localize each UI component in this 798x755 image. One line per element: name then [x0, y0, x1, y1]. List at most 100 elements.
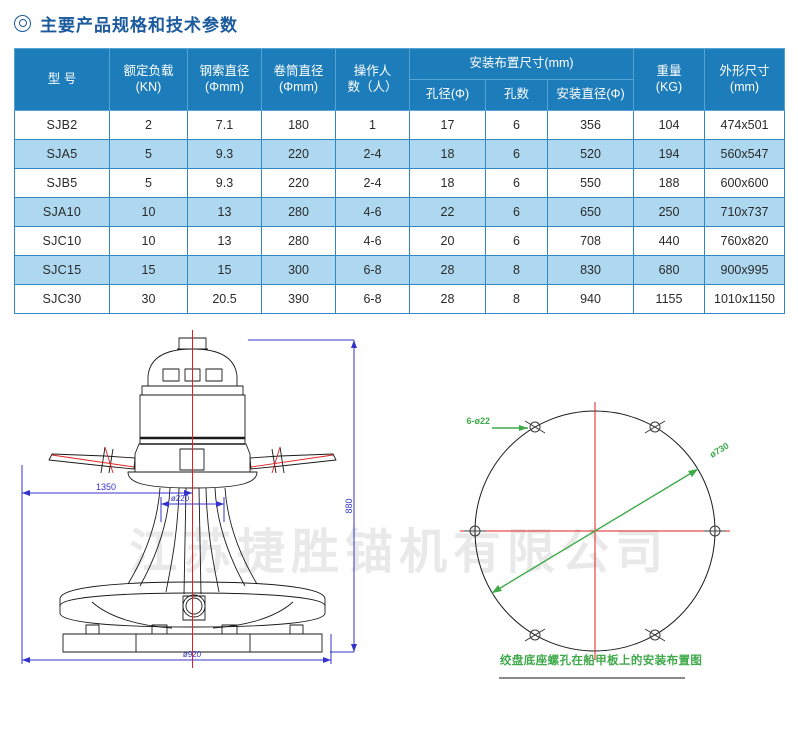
cell-mount-dia: 356	[547, 110, 634, 140]
col-header-operators-unit: 数（人）	[347, 79, 398, 94]
cell-model: SJB5	[14, 168, 110, 198]
deck-layout-title-rule	[499, 677, 685, 679]
col-header-rope-dia: 钢索直径 (Φmm)	[187, 48, 262, 111]
section-heading: 主要产品规格和技术参数	[14, 8, 238, 38]
col-header-rated-load-text: 额定负载	[123, 63, 174, 78]
header-row-top: 型 号 额定负载 (KN) 钢索直径 (Φmm) 卷筒直径 (Φmm) 操作	[14, 48, 785, 111]
cell-overall: 600x600	[704, 168, 785, 198]
winch-column-l1	[127, 487, 161, 585]
cell-operators: 6-8	[335, 284, 410, 314]
double-circle-icon	[14, 14, 31, 32]
cell-mount-dia: 520	[547, 139, 634, 169]
winch-column-r1	[224, 487, 258, 585]
deck-diameter-label: ø730	[708, 441, 731, 460]
cell-rope-dia: 9.3	[187, 168, 262, 198]
cell-model: SJC10	[14, 226, 110, 256]
col-header-weight-unit: (KG)	[655, 79, 683, 94]
winch-window-left	[162, 368, 180, 382]
cell-rated-load: 15	[109, 255, 188, 285]
cell-hole-dia: 28	[409, 255, 486, 285]
cell-model: SJC30	[14, 284, 110, 314]
col-header-operators: 操作人 数（人）	[335, 48, 410, 111]
cell-drum-dia: 220	[261, 168, 336, 198]
cell-overall: 560x547	[704, 139, 785, 169]
cell-hole-count: 6	[485, 110, 548, 140]
cell-rated-load: 10	[109, 226, 188, 256]
cell-drum-dia: 280	[261, 226, 336, 256]
winch-handle-right	[249, 453, 337, 470]
cell-operators: 6-8	[335, 255, 410, 285]
col-header-drum-dia: 卷筒直径 (Φmm)	[261, 48, 336, 111]
winch-column-r4	[198, 487, 202, 595]
cell-mount-dia: 830	[547, 255, 634, 285]
cell-hole-count: 6	[485, 197, 548, 227]
winch-window-right	[205, 368, 223, 382]
header-row-sub: 孔径(Φ) 孔数 安装直径(Φ)	[15, 79, 785, 111]
winch-rib-left	[91, 601, 173, 629]
cell-mount-dia: 940	[547, 284, 634, 314]
col-header-rated-load-unit: (KN)	[135, 79, 162, 94]
col-header-rated-load: 额定负载 (KN)	[109, 48, 188, 111]
cell-overall: 900x995	[704, 255, 785, 285]
winch-bolt-1	[85, 624, 100, 635]
cell-hole-dia: 18	[409, 139, 486, 169]
deck-bolt-holes	[464, 420, 726, 642]
cell-rope-dia: 13	[187, 226, 262, 256]
col-header-weight-text: 重量	[656, 63, 682, 78]
cell-weight: 440	[633, 226, 705, 256]
cell-overall: 710x737	[704, 197, 785, 227]
dimension-lines	[21, 339, 357, 664]
cell-weight: 194	[633, 139, 705, 169]
winch-hub-circle-outer	[182, 594, 206, 618]
spec-table-container: 型 号 额定负载 (KN) 钢索直径 (Φmm) 卷筒直径 (Φmm) 操作	[14, 48, 785, 314]
cell-operators: 4-6	[335, 197, 410, 227]
cell-drum-dia: 180	[261, 110, 336, 140]
table-header: 型 号 额定负载 (KN) 钢索直径 (Φmm) 卷筒直径 (Φmm) 操作	[14, 48, 785, 111]
cell-rope-dia: 9.3	[187, 139, 262, 169]
cell-model: SJA5	[14, 139, 110, 169]
col-header-operators-text: 操作人	[353, 63, 392, 78]
table-row: SJA5 5 9.3 220 2-4 18 6 520 194 560x547	[14, 139, 785, 169]
dim-label-height: 880	[344, 498, 354, 513]
winch-handle-red-detail	[51, 446, 334, 474]
cell-overall: 1010x1150	[704, 284, 785, 314]
cell-hole-dia: 28	[409, 284, 486, 314]
deck-diameter-dim	[491, 468, 699, 594]
col-header-weight: 重量 (KG)	[633, 48, 705, 111]
cell-weight: 680	[633, 255, 705, 285]
cell-weight: 1155	[633, 284, 705, 314]
col-header-mount-dia: 安装直径(Φ)	[547, 79, 634, 111]
cell-rated-load: 10	[109, 197, 188, 227]
dim-label-base: ø920	[183, 650, 202, 659]
cell-hole-count: 8	[485, 255, 548, 285]
cell-drum-dia: 220	[261, 139, 336, 169]
col-header-hole-count: 孔数	[485, 79, 548, 111]
table-row: SJC15 15 15 300 6-8 28 8 830 680 900x995	[14, 255, 785, 285]
cell-weight: 104	[633, 110, 705, 140]
deck-hole-callout-label: 6-ø22	[466, 416, 490, 426]
winch-column-l4	[183, 487, 187, 595]
cell-rated-load: 30	[109, 284, 188, 314]
cell-model: SJC15	[14, 255, 110, 285]
table-row: SJC10 10 13 280 4-6 20 6 708 440 760x820	[14, 226, 785, 256]
deck-hole-callout-leader	[492, 425, 528, 431]
cell-drum-dia: 390	[261, 284, 336, 314]
cell-rope-dia: 15	[187, 255, 262, 285]
spec-table: 型 号 额定负载 (KN) 钢索直径 (Φmm) 卷筒直径 (Φmm) 操作	[14, 48, 785, 314]
cell-model: SJA10	[14, 197, 110, 227]
table-row: SJB5 5 9.3 220 2-4 18 6 550 188 600x600	[14, 168, 785, 198]
cell-hole-count: 6	[485, 168, 548, 198]
col-header-overall: 外形尺寸(mm)	[704, 48, 785, 111]
col-header-rope-dia-unit: (Φmm)	[204, 79, 245, 94]
table-row: SJB2 2 7.1 180 1 17 6 356 104 474x501	[14, 110, 785, 140]
cell-hole-dia: 17	[409, 110, 486, 140]
winch-bolt-4	[289, 624, 304, 635]
cell-hole-dia: 20	[409, 226, 486, 256]
winch-dome	[147, 348, 238, 387]
cell-mount-dia: 550	[547, 168, 634, 198]
col-header-drum-dia-unit: (Φmm)	[278, 79, 319, 94]
cell-weight: 188	[633, 168, 705, 198]
deck-layout-group: ø730 6-ø22	[460, 402, 731, 660]
cell-hole-count: 8	[485, 284, 548, 314]
winch-rib-right	[212, 601, 294, 629]
